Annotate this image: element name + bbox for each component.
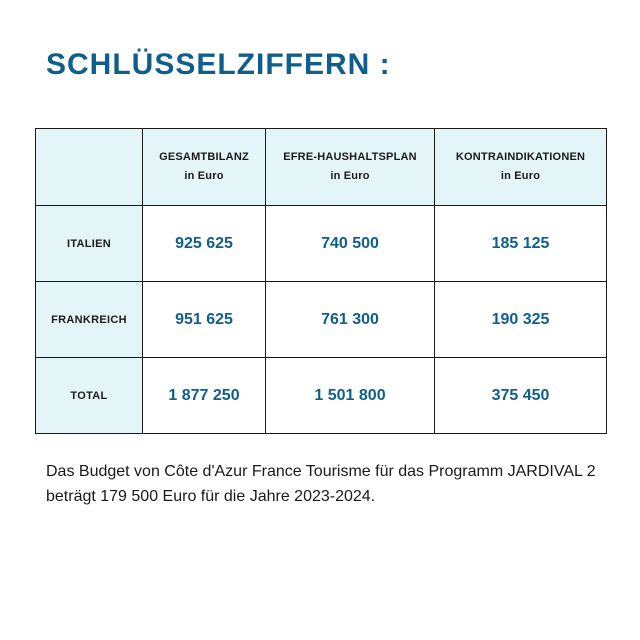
table-cell: 1 501 800 [265, 357, 435, 434]
table-header-row: GESAMTBILANZ in Euro EFRE-HAUSHALTSPLAN … [35, 128, 607, 206]
table-cell: 951 625 [142, 281, 266, 358]
table-corner-cell [35, 128, 143, 206]
column-header-unit: in Euro [330, 170, 370, 182]
table-cell: 190 325 [434, 281, 607, 358]
row-header-italien: ITALIEN [35, 205, 143, 282]
budget-note: Das Budget von Côte d'Azur France Touris… [46, 463, 596, 505]
page-title: SCHLÜSSELZIFFERN : [46, 48, 391, 81]
table-row: FRANKREICH 951 625 761 300 190 325 [35, 281, 607, 358]
key-figures-table-wrap: GESAMTBILANZ in Euro EFRE-HAUSHALTSPLAN … [35, 128, 607, 434]
table-cell: 761 300 [265, 281, 435, 358]
key-figures-table: GESAMTBILANZ in Euro EFRE-HAUSHALTSPLAN … [35, 128, 607, 434]
table-cell: 925 625 [142, 205, 266, 282]
column-header-unit: in Euro [184, 170, 224, 182]
column-header-label: EFRE-HAUSHALTSPLAN [283, 151, 417, 163]
table-row: TOTAL 1 877 250 1 501 800 375 450 [35, 357, 607, 434]
table-cell: 375 450 [434, 357, 607, 434]
column-header-kontraindikationen: KONTRAINDIKATIONEN in Euro [434, 128, 607, 206]
column-header-efre-haushaltsplan: EFRE-HAUSHALTSPLAN in Euro [265, 128, 435, 206]
column-header-label: KONTRAINDIKATIONEN [455, 151, 586, 163]
column-header-label: GESAMTBILANZ [159, 151, 249, 163]
column-header-gesamtbilanz: GESAMTBILANZ in Euro [142, 128, 266, 206]
table-cell: 1 877 250 [142, 357, 266, 434]
row-header-total: TOTAL [35, 357, 143, 434]
table-cell: 185 125 [434, 205, 607, 282]
table-cell: 740 500 [265, 205, 435, 282]
column-header-unit: in Euro [500, 170, 541, 182]
row-header-frankreich: FRANKREICH [35, 281, 143, 358]
table-row: ITALIEN 925 625 740 500 185 125 [35, 205, 607, 282]
